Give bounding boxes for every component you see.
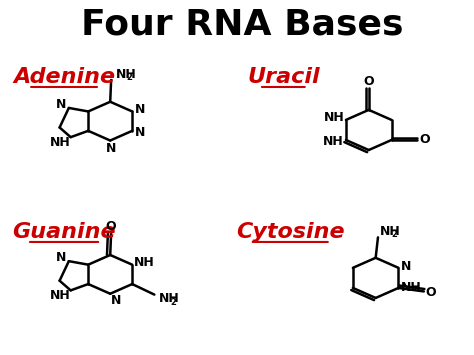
Text: 2: 2 (127, 73, 132, 82)
Text: NH: NH (401, 281, 422, 294)
Text: NH: NH (116, 68, 137, 81)
Text: NH: NH (380, 225, 401, 237)
Text: 2: 2 (392, 230, 398, 239)
Text: NH: NH (50, 289, 71, 302)
Text: Guanine: Guanine (12, 222, 116, 242)
Text: O: O (106, 220, 117, 233)
Text: O: O (419, 133, 429, 147)
Text: N: N (135, 103, 145, 116)
Text: N: N (401, 260, 411, 273)
Text: NH: NH (324, 111, 344, 124)
Text: NH: NH (50, 136, 71, 149)
Text: N: N (56, 98, 67, 111)
Text: 2: 2 (170, 298, 176, 307)
Text: N: N (135, 126, 145, 139)
Text: N: N (106, 142, 116, 155)
Text: O: O (426, 286, 436, 299)
Text: N: N (110, 294, 121, 307)
Text: O: O (364, 75, 374, 88)
Text: N: N (56, 251, 67, 264)
Text: NH: NH (134, 256, 155, 269)
Text: Four RNA Bases: Four RNA Bases (81, 7, 403, 41)
Text: NH: NH (159, 292, 180, 305)
Text: Adenine: Adenine (13, 67, 115, 87)
Text: NH: NH (323, 135, 343, 148)
Text: Uracil: Uracil (247, 67, 319, 87)
Text: Cytosine: Cytosine (236, 222, 345, 242)
